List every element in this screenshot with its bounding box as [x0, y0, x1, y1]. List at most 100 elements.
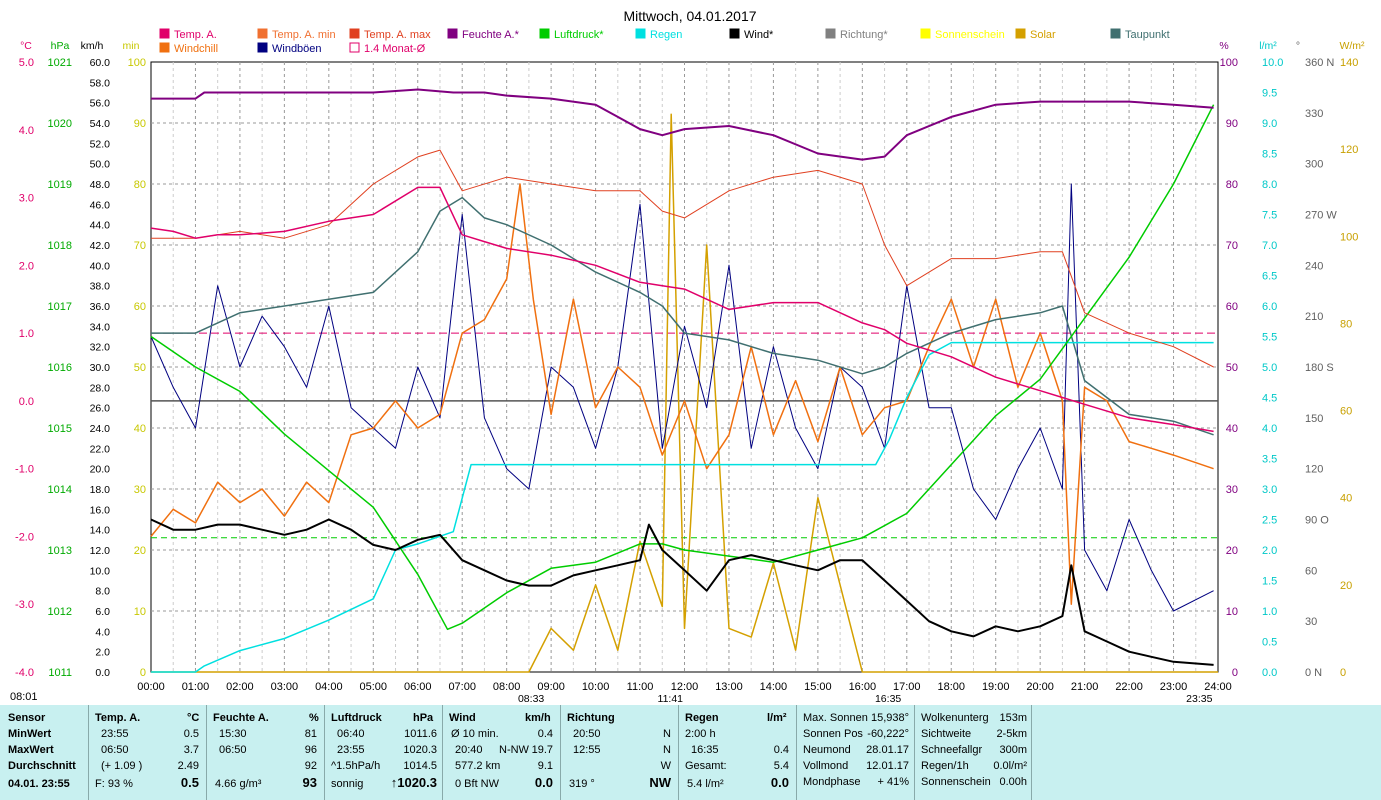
temperature-line	[150, 186, 1214, 433]
humidity-axis-tick-label: 30	[1226, 484, 1238, 496]
x-tick-label: 12:00	[671, 681, 699, 693]
stats-direction-value: W	[660, 760, 671, 772]
weather-value: 0.00h	[999, 776, 1027, 788]
x-tick-label: 13:00	[715, 681, 743, 693]
temp-max-line	[151, 149, 1214, 368]
wind-axis-tick-label: 26.0	[90, 403, 111, 415]
x-tick-label: 08:00	[493, 681, 521, 693]
axis-unit-label: min	[123, 40, 140, 52]
minutes-axis-tick-label: 90	[134, 118, 146, 130]
legend-label: Taupunkt	[1125, 29, 1170, 41]
stats-humidity-avg: 92	[304, 760, 317, 772]
temp-axis-tick-label: 5.0	[19, 57, 34, 69]
stats-pressure-column: Luftdruck hPa 06:40 1011.6 23:55 1020.3 …	[324, 705, 443, 800]
rain-axis-tick-label: 7.0	[1262, 240, 1277, 252]
chart-legend: Temp. A. Temp. A. min Temp. A. max Feuchte …	[159, 28, 1170, 55]
stats-sensor-header: Sensor	[8, 712, 46, 724]
stats-direction-column: Richtung 20:50 N 12:55 N W 319 ° NW	[560, 705, 679, 800]
legend-label: Feuchte A.*	[462, 29, 520, 41]
rain-axis-tick-label: 3.0	[1262, 484, 1277, 496]
wind-axis-tick-label: 58.0	[90, 77, 111, 89]
direction-axis-tick-label: 90 O	[1305, 515, 1329, 527]
x-tick-label: 10:00	[582, 681, 610, 693]
stats-humidity-footer-left: 4.66 g/m³	[215, 778, 262, 790]
direction-axis-tick-label: 300	[1305, 159, 1323, 171]
stats-rain-column: Regen l/m² 2:00 h 16:35 0.4 Gesamt: 5.4 …	[678, 705, 797, 800]
x-tick-label: 18:00	[937, 681, 965, 693]
rain-axis-tick-label: 1.0	[1262, 606, 1277, 618]
direction-axis-tick-label: 60	[1305, 565, 1317, 577]
rain-line	[151, 341, 1214, 673]
astro-label: Mondphase	[803, 776, 861, 788]
stats-direction-current: NW	[649, 775, 671, 790]
minutes-axis-tick-label: 70	[134, 240, 146, 252]
stats-astro-column: Max. Sonnen 15,938° Sonnen Pos -60,222° …	[796, 705, 915, 800]
humidity-axis-tick-label: 60	[1226, 301, 1238, 313]
minutes-axis-tick-label: 20	[134, 545, 146, 557]
stats-rain-unit: l/m²	[767, 712, 787, 724]
stats-rain-max: 0.4	[773, 744, 789, 756]
stats-humidity-current: 93	[302, 775, 317, 790]
rain-axis-tick-label: 4.0	[1262, 423, 1277, 435]
sun-time-marker: 16:35	[875, 693, 901, 705]
stats-direction-time: 12:55	[573, 744, 601, 756]
legend-swatch	[349, 42, 360, 53]
wind-axis-tick-label: 52.0	[90, 138, 111, 150]
legend-swatch	[257, 42, 268, 53]
stats-temp-current: 0.5	[180, 775, 199, 790]
x-axis: 00:00 01:00 02:00 03:00 04:00 05:00 06:00 07:00…	[137, 681, 1232, 705]
stats-pressure-max-time: 23:55	[337, 744, 365, 756]
rain-axis-tick-label: 2.0	[1262, 545, 1277, 557]
rain-axis-tick-label: 5.5	[1262, 332, 1277, 344]
astro-value: + 41%	[877, 776, 910, 788]
stats-temp-unit: °C	[187, 712, 200, 724]
wind-axis-tick-label: 34.0	[90, 321, 111, 333]
stats-humidity-min: 81	[304, 728, 317, 740]
weather-label: Schneefallgr	[921, 744, 983, 756]
wind-axis-tick-label: 38.0	[90, 281, 111, 293]
astro-value: 12.01.17	[866, 760, 909, 772]
legend-swatch	[447, 28, 458, 39]
solar-line	[151, 113, 1218, 673]
wind-axis-tick-label: 48.0	[90, 179, 111, 191]
x-tick-label: 19:00	[982, 681, 1010, 693]
wind-axis-tick-label: 40.0	[90, 260, 111, 272]
direction-axis-tick-label: 330	[1305, 108, 1323, 120]
pressure-axis-tick-label: 1015	[48, 423, 72, 435]
stats-temp-header: Temp. A.	[95, 712, 141, 724]
temp-axis-tick-label: -4.0	[15, 667, 34, 679]
direction-axis-tick-label: 360 N	[1305, 57, 1334, 69]
minutes-axis-tick-label: 30	[134, 484, 146, 496]
stats-direction-value: N	[663, 744, 671, 756]
axis-unit-label: km/h	[81, 40, 104, 52]
sun-time-marker: 11:41	[658, 693, 684, 705]
direction-axis-tick-label: 240	[1305, 260, 1323, 272]
x-tick-label: 21:00	[1071, 681, 1099, 693]
pressure-axis-tick-label: 1013	[48, 545, 72, 557]
stats-pressure-max: 1020.3	[403, 744, 437, 756]
humidity-axis-tick-label: 90	[1226, 118, 1238, 130]
rain-axis-tick-label: 9.5	[1262, 88, 1277, 100]
rain-axis-tick-label: 3.5	[1262, 454, 1277, 466]
wind-axis-tick-label: 60.0	[90, 57, 111, 69]
x-tick-label: 05:00	[360, 681, 388, 693]
stats-humidity-min-time: 15:30	[219, 728, 247, 740]
weather-value: 300m	[999, 744, 1027, 756]
legend-label: Windböen	[272, 43, 322, 55]
minutes-axis-tick-label: 50	[134, 362, 146, 374]
minutes-axis-tick-label: 100	[128, 57, 146, 69]
x-tick-label: 01:00	[182, 681, 210, 693]
wind-axis-tick-label: 54.0	[90, 118, 111, 130]
rain-axis-tick-label: 8.5	[1262, 149, 1277, 161]
corner-time: 08:01	[10, 691, 38, 703]
minutes-axis-tick-label: 40	[134, 423, 146, 435]
weather-chart: Mittwoch, 04.01.2017 Temp. A. Temp. A. mi…	[10, 8, 1365, 705]
wind-gusts-line	[150, 183, 1214, 612]
astro-value: -60,222°	[867, 728, 909, 740]
pressure-axis-tick-label: 1017	[48, 301, 72, 313]
humidity-axis-tick-label: 40	[1226, 423, 1238, 435]
stats-temp-footer-left: F: 93 %	[95, 778, 133, 790]
solar-axis-tick-label: 20	[1340, 580, 1352, 592]
direction-axis-tick-label: 210	[1305, 311, 1323, 323]
x-tick-label: 17:00	[893, 681, 921, 693]
